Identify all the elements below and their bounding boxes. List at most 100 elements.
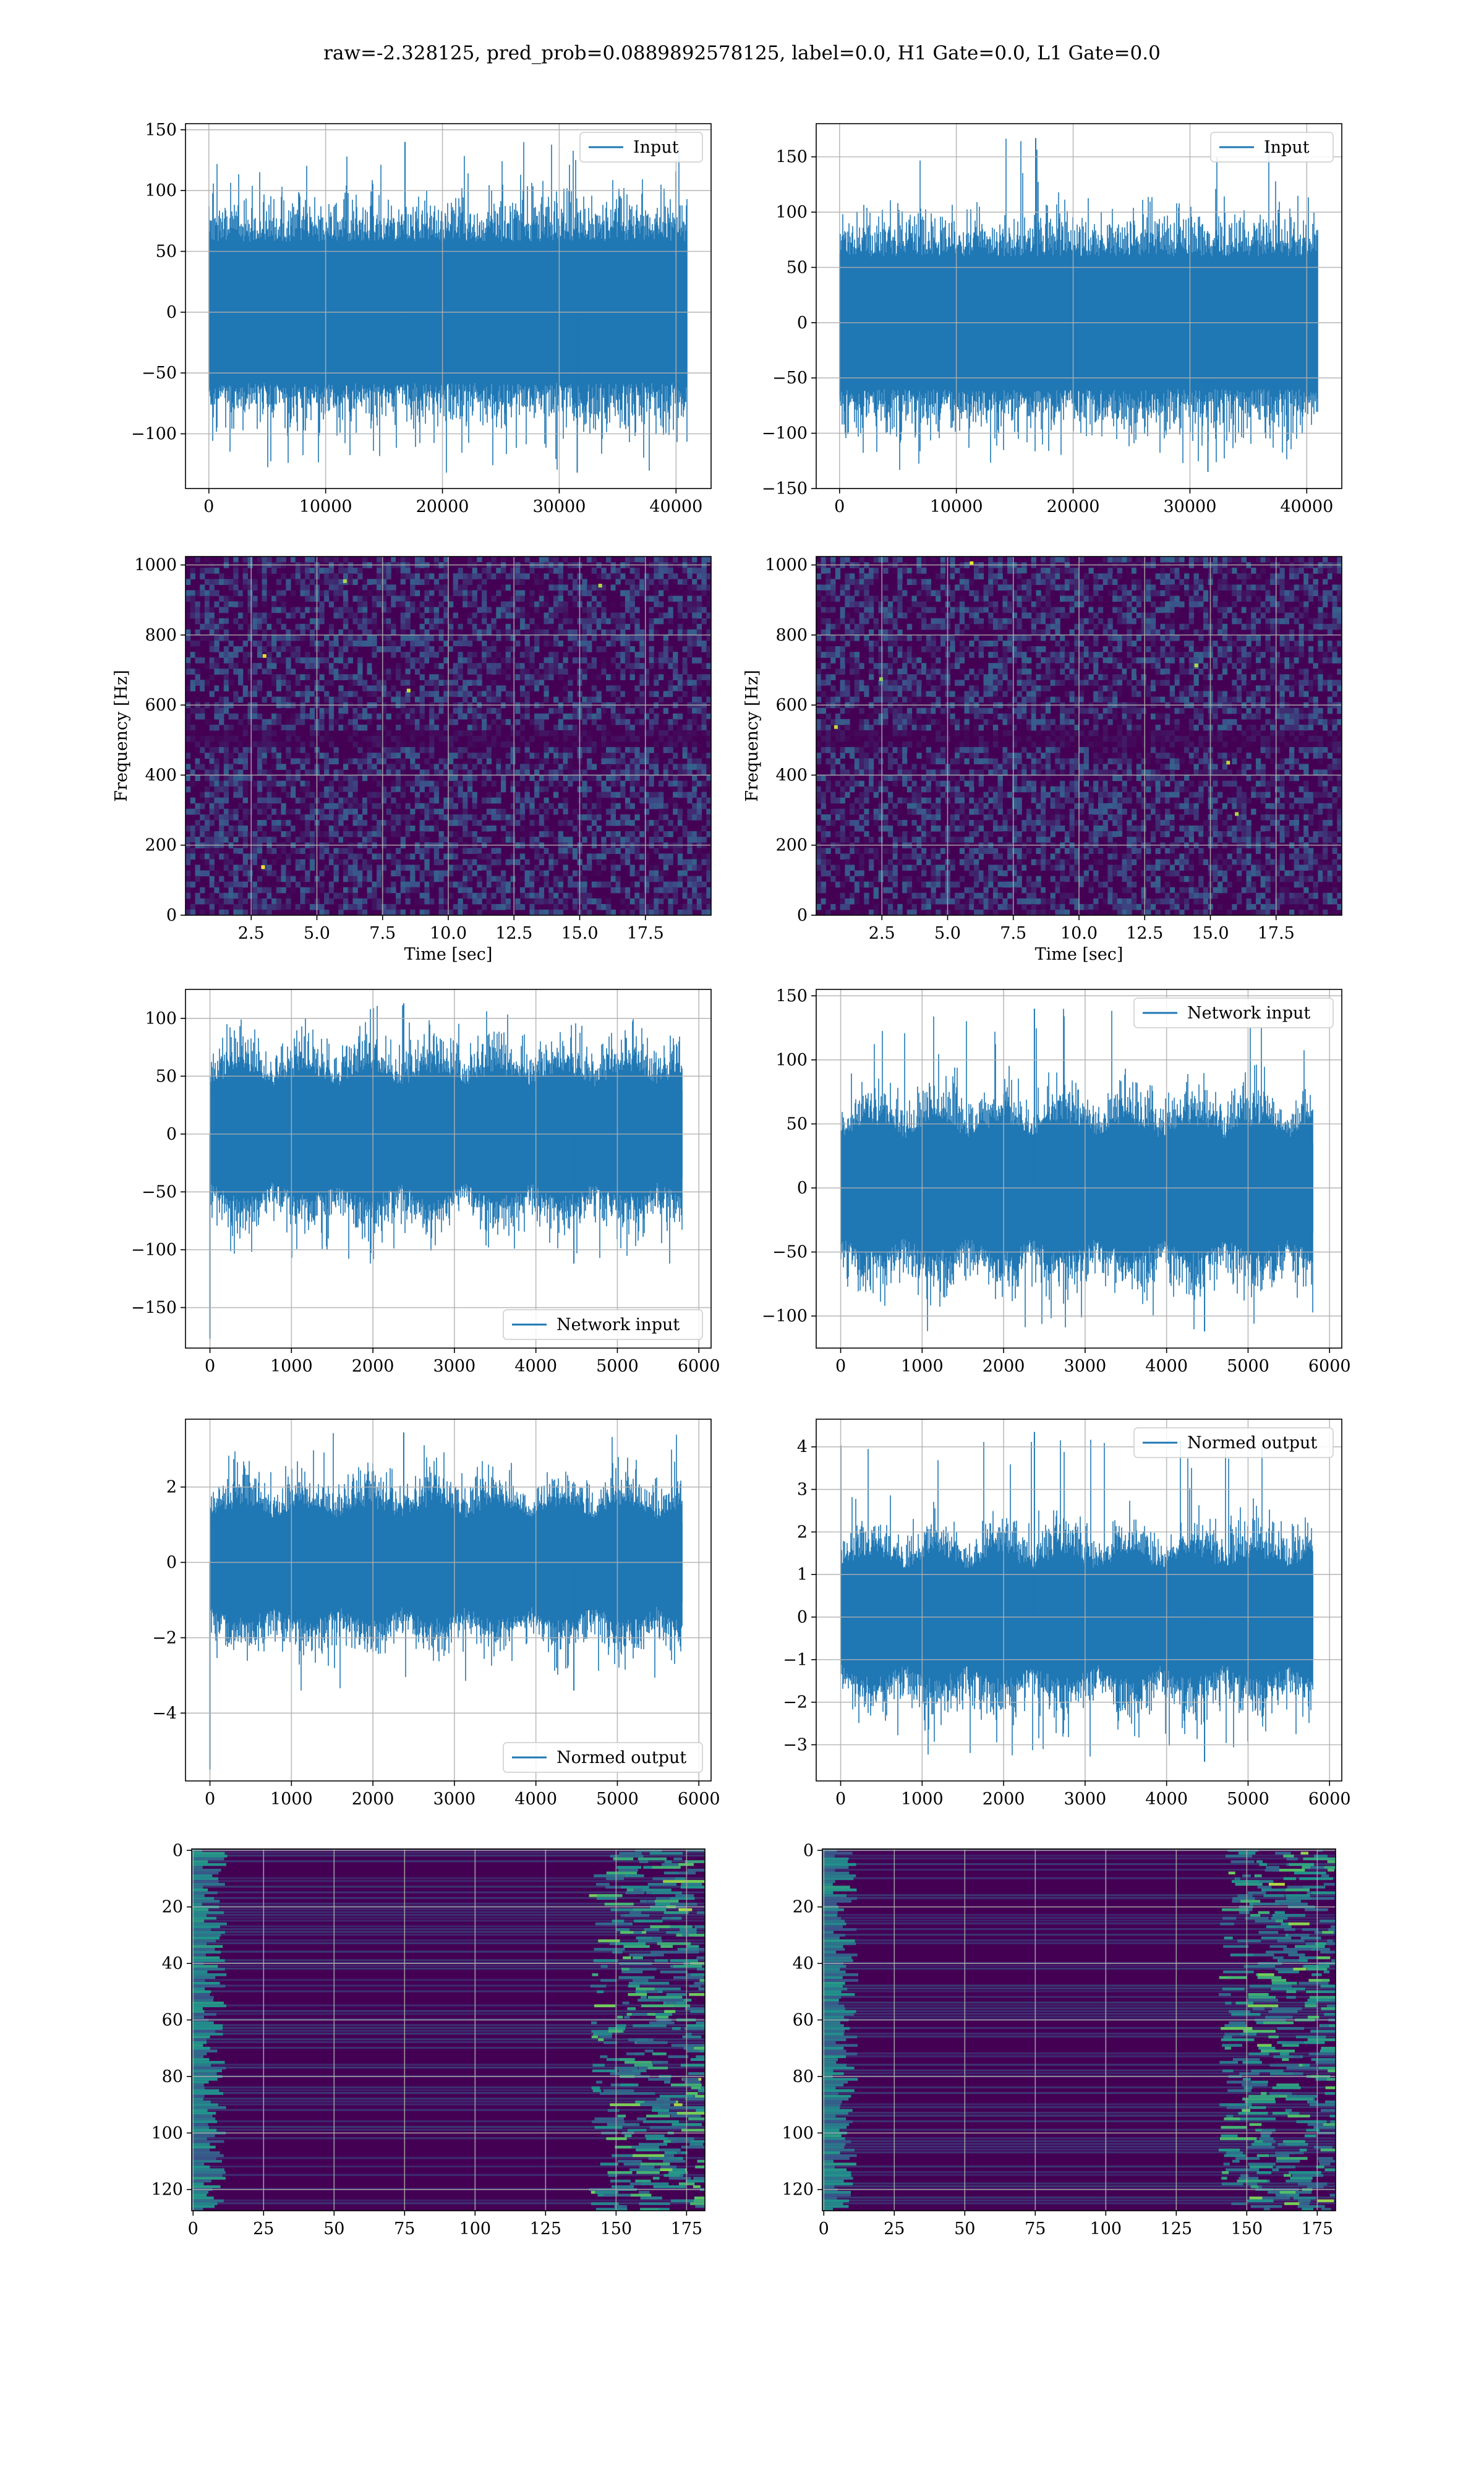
spectrogram-cell: [553, 584, 558, 591]
spectrogram-cell: [487, 657, 492, 664]
spectrogram-cell: [324, 579, 329, 585]
spectrogram-cell: [210, 904, 215, 910]
spectrogram-cell: [539, 910, 544, 916]
spectrogram-cell: [529, 904, 534, 910]
spectrogram-cell: [606, 674, 611, 680]
spectrogram-cell: [625, 820, 630, 826]
y-tick-label: 0: [166, 303, 177, 322]
spectrogram-cell: [429, 781, 434, 787]
spectrogram-cell: [850, 596, 855, 602]
spectrogram-cell: [845, 809, 850, 815]
spectrogram-cell: [611, 758, 616, 764]
legend-label: Input: [1264, 138, 1310, 157]
spectrogram-cell: [482, 714, 487, 720]
spectrogram-cell: [883, 618, 888, 625]
spectrogram-cell: [821, 652, 826, 658]
spectrogram-cell: [582, 730, 587, 736]
spectrogram-cell: [415, 882, 420, 888]
spectrogram-cell: [267, 590, 271, 596]
spectrogram-cell: [448, 635, 453, 641]
spectrogram-cell: [219, 579, 224, 585]
spectrogram-cell: [639, 753, 644, 759]
spectrogram-cell: [439, 904, 444, 910]
spectrogram-cell: [821, 630, 826, 636]
x-tick-label: 15.0: [561, 924, 598, 943]
spectrogram-cell: [391, 887, 396, 894]
spectrogram-cell: [482, 814, 487, 821]
spectrogram-cell: [229, 826, 234, 832]
spectrogram-cell: [835, 798, 840, 804]
spectrogram-cell: [563, 630, 568, 636]
spectrogram-cell: [687, 602, 692, 608]
spectrogram-cell: [195, 826, 200, 832]
spectrogram-cell: [424, 568, 429, 574]
spectrogram-cell: [281, 697, 286, 703]
spectrogram-cell: [611, 674, 616, 680]
spectrogram-cell: [229, 831, 234, 837]
spectrogram-cell: [620, 646, 625, 652]
spectrogram-cell: [406, 882, 411, 888]
spectrogram-cell: [224, 882, 229, 888]
spectrogram-cell: [511, 691, 516, 698]
spectrogram-cell: [888, 630, 893, 636]
spectrogram-cell: [396, 910, 401, 916]
spectrogram-cell: [324, 758, 329, 764]
spectrogram-cell: [267, 837, 271, 843]
spectrogram-cell: [396, 668, 401, 675]
spectrogram-cell: [224, 652, 229, 658]
spectrogram-cell: [429, 741, 434, 748]
spectrogram-cell: [845, 685, 850, 691]
spectrogram-cell: [186, 809, 190, 815]
spectrogram-cell: [692, 618, 697, 625]
spectrogram-cell: [271, 741, 276, 748]
spectrogram-cell: [907, 596, 912, 602]
spectrogram-cell: [252, 781, 257, 787]
spectrogram-cell: [874, 568, 879, 574]
spectrogram-cell: [305, 635, 310, 641]
spectrogram-cell: [391, 584, 396, 591]
spectrogram-cell: [257, 618, 262, 625]
spectrogram-cell: [520, 685, 525, 691]
spectrogram-cell: [620, 859, 625, 865]
spectrogram-cell: [214, 882, 219, 888]
spectrogram-cell: [687, 635, 692, 641]
spectrogram-cell: [907, 568, 912, 574]
spectrogram-cell: [190, 809, 195, 815]
spectrogram-cell: [448, 882, 453, 888]
spectrogram-cell: [439, 590, 444, 596]
spectrogram-cell: [525, 573, 530, 579]
spectrogram-cell: [883, 887, 888, 894]
spectrogram-cell: [907, 775, 912, 781]
spectrogram-cell: [343, 697, 348, 703]
spectrogram-cell: [415, 798, 420, 804]
spectrogram-cell: [616, 579, 621, 585]
spectrogram-cell: [195, 741, 200, 748]
spectrogram-cell: [639, 674, 644, 680]
spectrogram-cell: [487, 882, 492, 888]
spectrogram-cell: [472, 590, 477, 596]
spectrogram-cell: [879, 557, 884, 563]
spectrogram-cell: [625, 719, 630, 725]
spectrogram-cell: [343, 618, 348, 625]
spectrogram-cell: [678, 781, 683, 787]
spectrogram-cell: [668, 904, 673, 910]
spectrogram-cell: [229, 887, 234, 894]
spectrogram-cell: [654, 864, 659, 871]
spectrogram-cell: [305, 814, 310, 821]
spectrogram-cell: [477, 736, 482, 742]
spectrogram-cell: [634, 837, 639, 843]
spectrogram-cell: [587, 584, 592, 591]
spectrogram-cell: [659, 798, 663, 804]
spectrogram-cell: [668, 596, 673, 602]
spectrogram-cell: [210, 831, 215, 837]
spectrogram-cell: [281, 657, 286, 664]
spectrogram-cell: [663, 584, 668, 591]
spectrogram-cell: [835, 646, 840, 652]
spectrogram-cell: [190, 798, 195, 804]
spectrogram-cell: [386, 714, 391, 720]
spectrogram-cell: [424, 635, 429, 641]
spectrogram-cell: [243, 635, 248, 641]
spectrogram-cell: [343, 641, 348, 647]
spectrogram-cell: [372, 714, 377, 720]
spectrogram-cell: [310, 887, 315, 894]
